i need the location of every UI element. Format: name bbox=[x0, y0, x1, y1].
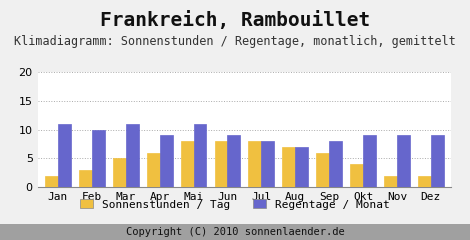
Bar bbox=[397, 135, 410, 187]
Bar bbox=[215, 141, 227, 187]
Bar bbox=[431, 135, 444, 187]
Bar bbox=[363, 135, 376, 187]
Bar bbox=[79, 170, 92, 187]
Bar bbox=[350, 164, 363, 187]
Bar bbox=[58, 124, 71, 187]
Bar bbox=[126, 124, 139, 187]
Text: Frankreich, Rambouillet: Frankreich, Rambouillet bbox=[100, 11, 370, 30]
Text: Klimadiagramm: Sonnenstunden / Regentage, monatlich, gemittelt: Klimadiagramm: Sonnenstunden / Regentage… bbox=[14, 35, 456, 48]
Bar bbox=[329, 141, 342, 187]
Bar bbox=[45, 176, 58, 187]
Bar bbox=[261, 141, 274, 187]
Legend: Sonnenstunden / Tag, Regentage / Monat: Sonnenstunden / Tag, Regentage / Monat bbox=[76, 195, 394, 214]
Bar bbox=[180, 141, 194, 187]
Bar bbox=[160, 135, 172, 187]
Bar bbox=[147, 153, 160, 187]
Bar bbox=[295, 147, 308, 187]
Bar bbox=[113, 158, 126, 187]
Bar bbox=[418, 176, 431, 187]
Text: Copyright (C) 2010 sonnenlaender.de: Copyright (C) 2010 sonnenlaender.de bbox=[125, 227, 345, 237]
Bar bbox=[384, 176, 397, 187]
Bar bbox=[282, 147, 295, 187]
Bar bbox=[92, 130, 105, 187]
Bar bbox=[316, 153, 329, 187]
Bar bbox=[249, 141, 261, 187]
Bar bbox=[194, 124, 206, 187]
Bar bbox=[227, 135, 240, 187]
